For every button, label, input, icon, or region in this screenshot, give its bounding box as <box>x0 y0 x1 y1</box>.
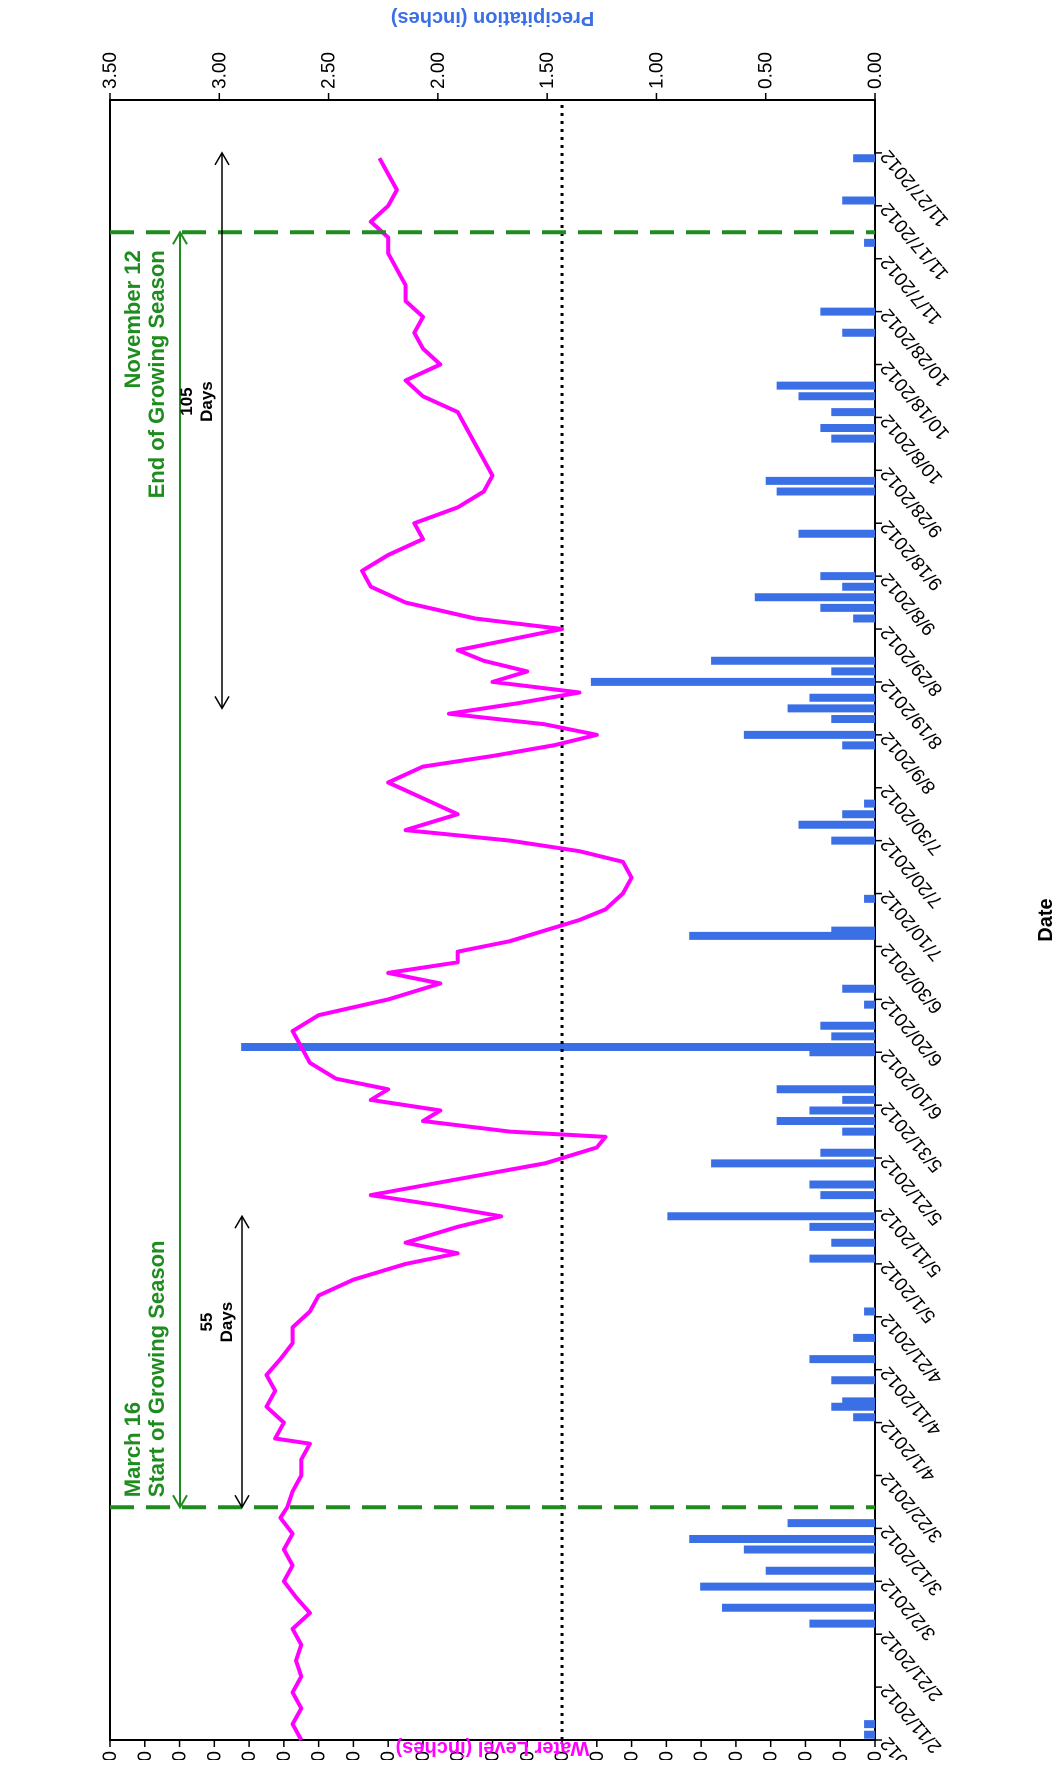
span-55-days-arrow-head-left <box>234 1494 250 1509</box>
y-left-tick-label: -26.0 <box>795 1751 816 1760</box>
y-right-tick-label: 1.00 <box>646 52 667 89</box>
season-end-label-line1: November 12 <box>120 250 145 388</box>
y-left-tick-label: 8.0 <box>204 1751 225 1760</box>
y-left-axis-title: Water Level (inches) <box>396 1737 590 1759</box>
y-left-tick-label: -28.0 <box>830 1751 851 1760</box>
y-left-tick-label: 6.0 <box>239 1751 260 1760</box>
y-left-tick-label: 2.0 <box>309 1751 330 1760</box>
season-arrow-head-right <box>172 230 188 245</box>
span-105-days-arrow-head-left <box>214 696 230 710</box>
y-left-tick-label: -24.0 <box>761 1751 782 1760</box>
season-start-label-line2: Start of Growing Season <box>144 1241 169 1498</box>
y-left-tick-label: -16.0 <box>622 1751 643 1760</box>
span-105-days-arrow-head-right <box>214 151 230 166</box>
y-left-tick-label: -18.0 <box>656 1751 677 1760</box>
y-right-tick-label: 0.00 <box>865 52 886 89</box>
water-level-line <box>264 157 634 1741</box>
season-arrow-head-left <box>172 1494 188 1510</box>
y-left-tick-label: 14.0 <box>100 1751 121 1760</box>
season-start-label-line1: March 16 <box>120 1402 145 1497</box>
y-left-tick-label: -20.0 <box>691 1751 712 1760</box>
x-axis-title: Date <box>1035 898 1057 941</box>
y-left-tick-label: 12.0 <box>135 1751 156 1760</box>
span-105-days-label-line1: 105 <box>177 387 196 415</box>
span-55-days-label-line2: Days <box>217 1302 236 1343</box>
y-right-tick-label: 3.50 <box>100 52 121 89</box>
span-55-days-arrow-head-right <box>234 1214 250 1229</box>
y-right-tick-label: 2.50 <box>319 52 340 89</box>
y-right-tick-label: 2.00 <box>428 52 449 89</box>
y-right-axis-title: Precipitation (inches) <box>391 7 594 29</box>
y-right-tick-label: 3.00 <box>209 52 230 89</box>
plot-layer: 14.012.010.08.06.04.02.00.0-2.0-4.0-6.0-… <box>100 7 1057 1765</box>
y-left-tick-label: 10.0 <box>170 1751 191 1760</box>
season-end-label-line2: End of Growing Season <box>144 250 169 498</box>
y-left-tick-label: 4.0 <box>274 1751 295 1760</box>
y-left-tick-label: 0.0 <box>343 1751 364 1760</box>
span-105-days-label-line2: Days <box>197 381 216 422</box>
y-left-tick-label: -22.0 <box>726 1751 747 1760</box>
span-55-days-label-line1: 55 <box>197 1313 216 1332</box>
y-right-tick-label: 0.50 <box>756 52 777 89</box>
y-right-tick-label: 1.50 <box>537 52 558 89</box>
plot-frame <box>109 99 876 1741</box>
